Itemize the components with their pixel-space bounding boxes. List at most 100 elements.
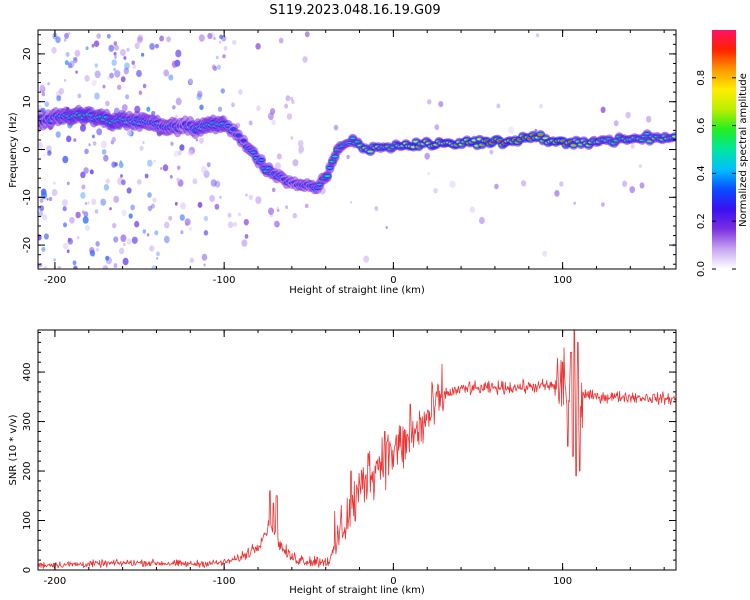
spectrogram-noise-blob <box>214 180 221 188</box>
spectrogram-noise-blob <box>268 207 274 215</box>
spectrogram-noise-blob <box>69 216 75 224</box>
spectrogram-noise-blob <box>494 183 499 190</box>
spectrogram-noise-blob <box>147 205 153 212</box>
spectrogram-noise-blob <box>209 194 216 203</box>
spectrogram-noise-blob <box>144 173 149 179</box>
spectrogram-noise-blob <box>120 48 126 57</box>
spectrogram-noise-blob <box>187 149 193 157</box>
spectrogram-noise-blob <box>95 241 100 247</box>
colorbar-tick-label: 0.2 <box>696 213 707 229</box>
spectrogram-noise-blob <box>433 188 438 194</box>
spectrogram-noise-blob <box>113 263 118 269</box>
spectrogram-noise-blob <box>290 136 294 140</box>
colorbar-tick-label: 0.6 <box>696 118 707 134</box>
spectrogram-noise-blob <box>96 33 101 39</box>
spectrogram-noise-blob <box>105 255 110 261</box>
colorbar-ticks: 0.0 0.2 0.4 0.6 0.8 <box>696 70 736 277</box>
spectrogram-noise-blob <box>53 258 56 262</box>
spectrogram-noise-blob <box>189 257 195 264</box>
spectrogram-noise-blob <box>39 84 45 91</box>
spectrogram-noise-blob <box>84 148 89 155</box>
spectrogram-noise-blob <box>147 159 153 167</box>
spectrogram-noise-blob <box>112 222 117 229</box>
colorbar-tick-label: 0.4 <box>696 165 707 181</box>
spectrogram-noise-blob <box>134 42 140 49</box>
spectrogram-noise-blob <box>212 65 218 71</box>
snr-y-tick-label: 100 <box>22 511 33 530</box>
spectrogram-noise-blob <box>113 51 117 56</box>
spectrogram-noise-blob <box>66 181 70 186</box>
spectrogram-noise-blob <box>162 164 169 172</box>
spectrogram-noise-blob <box>201 253 208 261</box>
spectrogram-noise-blob <box>622 180 628 188</box>
spectrogram-noise-blob <box>188 78 193 85</box>
spectrogram-noise-blob <box>48 196 53 202</box>
spectrogram-noise-blob <box>132 64 137 69</box>
spectrogram-noise-blob <box>629 186 635 194</box>
spectrogram-noise-blob <box>94 92 100 100</box>
spectrogram-noise-blob <box>222 54 226 59</box>
spectrogram-noise-blob <box>149 245 154 252</box>
spectrogram-noise-blob <box>220 88 225 94</box>
spectrogram-noise-blob <box>198 34 205 42</box>
spectrogram-noise-blob <box>207 32 213 40</box>
spectrogram-noise-blob <box>168 215 173 221</box>
spectrogram-noise-blob <box>434 124 440 131</box>
colorbar-gradient <box>712 30 736 269</box>
colorbar: 0.0 0.2 0.4 0.6 0.8 Normalized spectral ampl… <box>696 30 749 277</box>
spectrogram-noise-blob <box>47 150 52 155</box>
spectrogram-noise-blob <box>199 104 204 111</box>
spectrogram-noise-blob <box>85 224 90 231</box>
spectrogram-noise-blob <box>120 76 126 83</box>
spectrogram-noise-blob <box>170 141 174 146</box>
spectrogram-noise-blob <box>176 165 181 171</box>
spectrogram-noise-blob <box>51 189 58 196</box>
spectrogram-noise-blob <box>232 39 237 45</box>
spectrogram-noise-blob <box>173 150 179 158</box>
spectrogram-noise-blob <box>64 32 69 40</box>
spectrogram-noise-blob <box>639 182 645 189</box>
spectrogram-noise-blob <box>160 167 163 170</box>
snr-x-tick-label: -100 <box>213 576 236 587</box>
spectrogram-noise-blob <box>284 103 289 109</box>
spectrogram-noise-blob <box>219 34 224 40</box>
spectrogram-noise-blob <box>291 99 295 105</box>
spectrogram-noise-blob <box>496 103 501 109</box>
spectrogram-noise-blob <box>188 226 193 231</box>
spectrogram-noise-blob <box>81 210 85 214</box>
spectrogram-ridge-cell <box>349 137 356 140</box>
spectrogram-noise-blob <box>53 181 56 185</box>
spectrogram-noise-blob <box>245 193 248 197</box>
spectrogram-noise-blob <box>114 55 117 59</box>
spectrogram-noise-blob <box>120 174 123 178</box>
spectrogram-noise-blob <box>630 143 635 149</box>
spectrogram-noise-blob <box>56 95 62 102</box>
spectrogram-noise-blob <box>163 69 170 77</box>
spectrogram-noise-blob <box>94 209 99 214</box>
spectrogram-noise-blob <box>119 247 125 255</box>
spectrogram-noise-blob <box>100 198 107 206</box>
spectrogram-x-axis-label: Height of straight line (km) <box>289 285 425 296</box>
spectrogram-noise-blob <box>62 206 67 212</box>
spectrogram-noise-blob <box>164 221 170 229</box>
spectrogram-noise-blob <box>168 74 174 81</box>
spectrogram-noise-blob <box>237 212 242 217</box>
spectrogram-noise-blob <box>166 36 172 43</box>
spectrogram-noise-blob <box>508 126 514 134</box>
spectrogram-noise-blob <box>73 265 78 269</box>
spectrogram-noise-blob <box>96 128 103 136</box>
snr-y-tick-label: 400 <box>22 363 33 382</box>
spectrogram-noise-blob <box>101 149 107 155</box>
spectrogram-noise-blob <box>139 145 144 151</box>
spectrogram-noise-blob <box>177 150 182 156</box>
spectrogram-noise-blob <box>285 205 288 209</box>
spectrogram-noise-blob <box>278 37 284 44</box>
spectrogram-noise-blob <box>64 60 69 66</box>
spectrogram-noise-blob <box>192 178 198 185</box>
spectrogram-noise-blob <box>93 40 100 47</box>
spectrogram-noise-blob <box>43 265 48 269</box>
spectrogram-y-tick-label: 10 <box>22 95 33 108</box>
spectrogram-noise-blob <box>554 190 560 197</box>
spectrogram-noise-blob <box>67 237 72 243</box>
